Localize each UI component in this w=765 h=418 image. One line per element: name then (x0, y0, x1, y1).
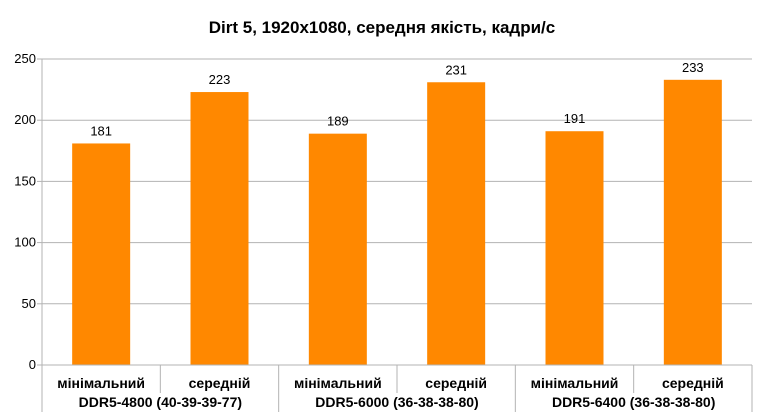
axes (37, 58, 753, 412)
data-label: 233 (682, 60, 704, 75)
category-label: середній (189, 375, 251, 391)
bar (190, 92, 249, 365)
data-label: 191 (564, 111, 586, 126)
data-label: 223 (209, 72, 231, 87)
bar (308, 133, 367, 365)
category-label: середній (425, 375, 487, 391)
gridlines (42, 58, 752, 305)
y-tick-label: 250 (14, 51, 36, 66)
bars (72, 79, 722, 366)
y-tick-label: 150 (14, 173, 36, 188)
bar (427, 82, 486, 366)
category-label: мінімальний (531, 375, 619, 391)
y-tick-label: 200 (14, 112, 36, 127)
data-label: 231 (445, 62, 467, 77)
bar (72, 143, 131, 365)
data-label: 189 (327, 114, 349, 129)
category-label: мінімальний (57, 375, 145, 391)
category-label: мінімальний (294, 375, 382, 391)
y-tick-label: 100 (14, 235, 36, 250)
y-tick-label: 0 (29, 357, 36, 372)
labels: 0 50 100 150 200 250 181 223 189 231 191 233 мінімал… (14, 51, 723, 410)
bar (545, 131, 604, 365)
y-tick-label: 50 (22, 296, 36, 311)
group-label: DDR5-4800 (40-39-39-77) (79, 394, 242, 410)
data-label: 181 (90, 123, 112, 138)
chart-title: Dirt 5, 1920x1080, середня якість, кадри… (209, 18, 555, 37)
category-label: середній (662, 375, 724, 391)
group-label: DDR5-6400 (36-38-38-80) (552, 394, 715, 410)
bar (663, 79, 722, 366)
group-label: DDR5-6000 (36-38-38-80) (315, 394, 478, 410)
